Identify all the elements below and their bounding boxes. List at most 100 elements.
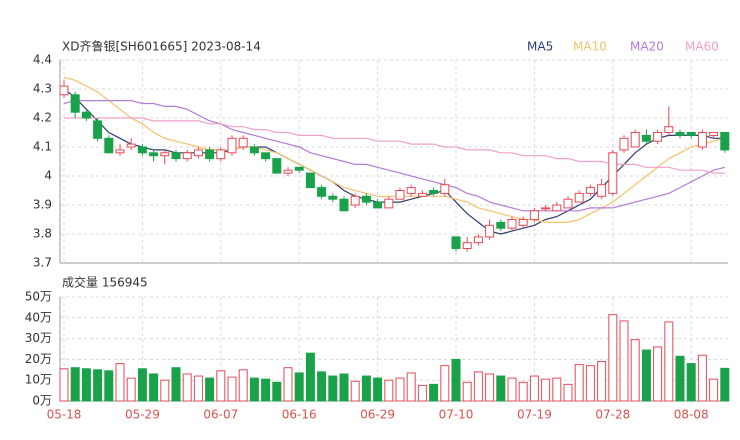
volume-bar	[317, 371, 327, 402]
volume-bar	[406, 372, 416, 402]
y-tick-label: 3.7	[33, 256, 52, 270]
volume-bar	[115, 363, 125, 402]
x-tick-label: 05-18	[47, 408, 82, 422]
candle-body	[272, 158, 282, 174]
y-tick-label: 0万	[32, 394, 52, 408]
candle-body	[317, 187, 327, 197]
candle-body	[485, 224, 495, 238]
volume-bar	[630, 339, 640, 402]
candle-body	[216, 149, 226, 160]
candle-body	[406, 187, 416, 194]
volume-bar	[664, 321, 674, 402]
volume-bar	[104, 370, 114, 402]
candle-body	[361, 195, 371, 203]
y-tick-label: 10万	[25, 373, 52, 387]
volume-bar	[563, 383, 573, 402]
volume-bar	[272, 381, 282, 402]
ma-line	[63, 100, 725, 212]
candle-body	[160, 152, 170, 157]
candle-body	[294, 166, 304, 171]
volume-bar	[294, 372, 304, 402]
candle-body	[238, 137, 248, 148]
legend-label: MA10	[573, 40, 607, 54]
candle-body	[283, 169, 293, 174]
candle-body	[126, 143, 136, 148]
volume-bar	[126, 377, 136, 402]
candle-body	[59, 85, 69, 96]
volume-bar	[720, 367, 730, 402]
candle-body	[529, 210, 539, 221]
volume-bar	[149, 373, 159, 402]
y-tick-label: 4.4	[33, 53, 52, 67]
x-tick-label: 07-28	[595, 408, 630, 422]
y-tick-label: 30万	[25, 331, 52, 345]
x-tick-label: 07-19	[517, 408, 552, 422]
x-tick-label: 06-16	[282, 408, 317, 422]
candle-body	[171, 152, 181, 160]
candle-body	[709, 132, 719, 136]
volume-bar	[552, 377, 562, 402]
volume-bar	[227, 376, 237, 402]
volume-bar	[384, 379, 394, 402]
ma-line	[63, 76, 725, 223]
candle-body	[541, 207, 551, 210]
candle-body	[653, 132, 663, 142]
x-tick-label: 08-08	[674, 408, 709, 422]
candle-body	[305, 172, 315, 189]
volume-bar	[529, 375, 539, 402]
candle-body	[641, 134, 651, 142]
candle-body	[261, 152, 271, 160]
volume-bar	[328, 375, 338, 402]
candle-body	[328, 195, 338, 200]
y-tick-label: 4.2	[33, 111, 52, 125]
candle-body	[697, 132, 707, 148]
volume-bar	[361, 375, 371, 402]
candle-body	[70, 94, 80, 113]
volume-bar	[59, 368, 69, 402]
legend-label: MA60	[685, 40, 719, 54]
candle-body	[104, 137, 114, 154]
candle-body	[429, 190, 439, 194]
x-tick-label: 06-29	[360, 408, 395, 422]
candle-body	[205, 149, 215, 160]
x-tick-label: 06-07	[203, 408, 238, 422]
candle-body	[507, 219, 517, 229]
volume-bar	[81, 368, 91, 402]
volume-title: 成交量 156945	[62, 275, 148, 290]
volume-bar	[205, 377, 215, 402]
volume-bar	[653, 346, 663, 402]
y-tick-label: 4	[44, 169, 52, 183]
volume-bar	[507, 377, 517, 402]
candle-body	[227, 137, 237, 154]
candle-body	[93, 120, 103, 139]
volume-bar	[462, 381, 472, 402]
candle-body	[686, 132, 696, 136]
candle-body	[149, 152, 159, 157]
volume-bar	[619, 320, 629, 402]
volume-bar	[675, 355, 685, 402]
candle-body	[597, 184, 607, 197]
volume-bar	[641, 349, 651, 402]
chart-title: XD齐鲁银[SH601665] 2023-08-14	[62, 39, 261, 54]
volume-bar	[216, 370, 226, 402]
volume-bar	[283, 367, 293, 402]
candle-body	[473, 236, 483, 244]
volume-bar	[518, 381, 528, 402]
volume-bar	[93, 369, 103, 402]
volume-bar	[182, 373, 192, 402]
candle-body	[115, 149, 125, 154]
candle-body	[81, 111, 91, 119]
volume-bar	[70, 367, 80, 402]
candle-body	[552, 204, 562, 212]
candle-body	[384, 198, 394, 209]
y-tick-label: 50万	[25, 290, 52, 304]
volume-bar	[697, 354, 707, 402]
volume-bar	[395, 377, 405, 402]
y-tick-label: 4.3	[33, 82, 52, 96]
volume-bar	[585, 365, 595, 402]
volume-bar	[249, 377, 259, 402]
volume-bar	[451, 358, 461, 402]
candle-body	[182, 152, 192, 160]
candle-body	[249, 146, 259, 154]
candle-body	[451, 236, 461, 249]
